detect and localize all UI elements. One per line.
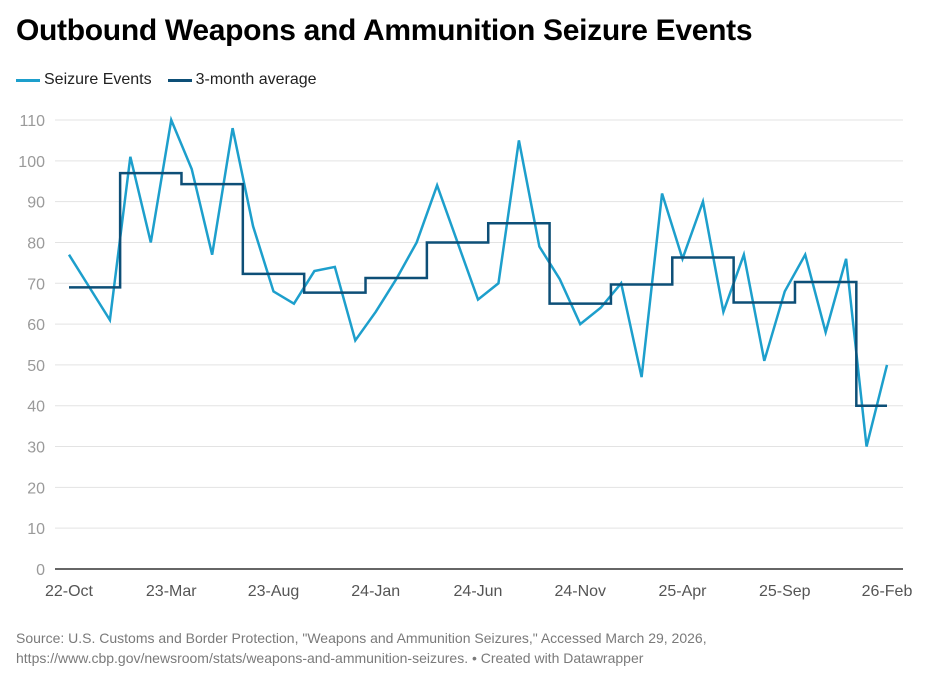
series-group xyxy=(67,115,889,447)
y-tick-label: 10 xyxy=(27,521,45,538)
x-axis-ticks: 22-Oct 23-Mar 23-Aug 24-Jan 24-Jun 24-Nov 25-A… xyxy=(45,583,912,600)
y-tick-label: 20 xyxy=(27,480,45,497)
y-tick-label: 30 xyxy=(27,440,45,457)
y-tick-label: 70 xyxy=(27,276,45,293)
source-footer: Source: U.S. Customs and Border Protecti… xyxy=(16,628,707,668)
series-line-3-month-average xyxy=(69,171,887,407)
source-line-1: Source: U.S. Customs and Border Protecti… xyxy=(16,630,707,646)
x-tick-label: 23-Aug xyxy=(248,583,300,600)
legend-item-3-month-average: 3-month average xyxy=(167,71,317,89)
gridlines xyxy=(55,119,903,529)
legend: Seizure Events 3-month average xyxy=(16,71,333,89)
legend-swatch-seizure-events xyxy=(16,78,40,82)
y-tick-label: 100 xyxy=(18,154,45,171)
legend-label-seizure-events: Seizure Events xyxy=(44,71,152,88)
x-tick-label: 22-Oct xyxy=(45,583,94,600)
legend-label-3-month-average: 3-month average xyxy=(195,71,317,88)
y-axis-ticks: 0 10 20 30 40 50 60 70 80 90 100 110 xyxy=(18,113,45,579)
y-tick-label: 60 xyxy=(27,317,45,334)
x-tick-label: 23-Mar xyxy=(146,583,197,600)
y-tick-label: 50 xyxy=(27,358,45,375)
chart-title: Outbound Weapons and Ammunition Seizure … xyxy=(16,14,753,47)
y-tick-label: 0 xyxy=(36,562,45,579)
x-tick-label: 24-Jan xyxy=(351,583,400,600)
y-tick-label: 110 xyxy=(19,113,45,130)
x-tick-label: 24-Nov xyxy=(554,583,606,600)
x-tick-label: 26-Feb xyxy=(862,583,913,600)
legend-item-seizure-events: Seizure Events xyxy=(16,71,152,89)
x-tick-label: 25-Sep xyxy=(759,583,811,600)
y-tick-label: 90 xyxy=(27,195,45,212)
x-tick-label: 24-Jun xyxy=(454,583,503,600)
y-tick-label: 40 xyxy=(27,399,45,416)
legend-swatch-3-month-average xyxy=(167,78,192,82)
x-tick-label: 25-Apr xyxy=(658,583,707,600)
y-tick-label: 80 xyxy=(27,235,45,252)
source-line-2: https://www.cbp.gov/newsroom/stats/weapo… xyxy=(16,650,644,666)
